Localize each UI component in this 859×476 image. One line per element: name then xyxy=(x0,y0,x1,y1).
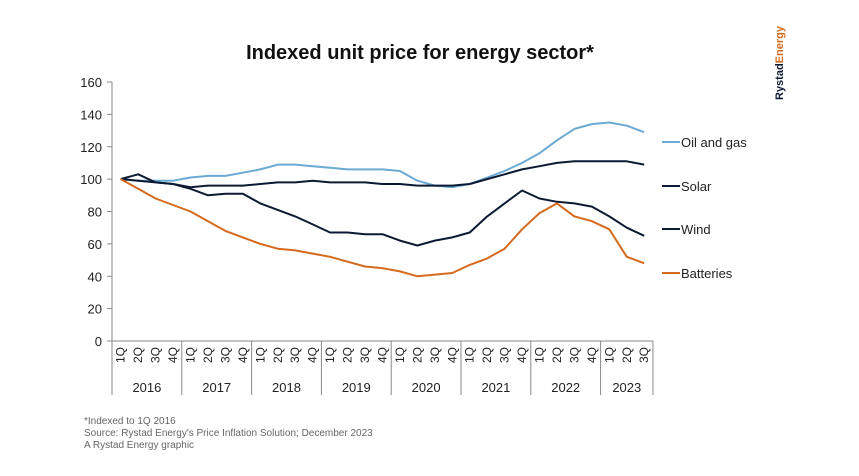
year-label: 2020 xyxy=(412,380,441,395)
quarter-label: 3Q xyxy=(358,347,372,363)
legend-label: Oil and gas xyxy=(681,135,747,150)
credit-note: A Rystad Energy graphic xyxy=(84,440,195,451)
quarter-label: 2Q xyxy=(410,347,424,363)
quarter-label: 2Q xyxy=(620,347,634,363)
y-tick-label: 120 xyxy=(80,140,102,155)
quarter-label: 1Q xyxy=(463,347,477,363)
series-line-oil-and-gas xyxy=(120,121,645,189)
quarter-label: 1Q xyxy=(533,347,547,363)
y-tick-label: 60 xyxy=(88,237,102,252)
y-tick-label: 100 xyxy=(80,172,102,187)
y-tick-label: 40 xyxy=(88,269,102,284)
y-tick-label: 80 xyxy=(88,205,102,220)
quarter-label: 3Q xyxy=(567,347,581,363)
quarter-label: 1Q xyxy=(184,347,198,363)
series-line-batteries xyxy=(120,178,645,278)
year-label: 2021 xyxy=(481,380,510,395)
quarter-label: 2Q xyxy=(201,347,215,363)
quarter-label: 2Q xyxy=(550,347,564,363)
quarter-label: 1Q xyxy=(602,347,616,363)
legend-label: Solar xyxy=(681,179,712,194)
y-tick-label: 20 xyxy=(88,302,102,317)
quarter-label: 4Q xyxy=(306,347,320,363)
footnote: *Indexed to 1Q 2016 xyxy=(84,416,176,427)
quarter-label: 1Q xyxy=(253,347,267,363)
source-note: Source: Rystad Energy's Price Inflation … xyxy=(84,428,373,439)
quarter-label: 2Q xyxy=(480,347,494,363)
quarter-label: 2Q xyxy=(131,347,145,363)
series-line-wind xyxy=(120,173,645,247)
series-lines xyxy=(120,121,645,278)
chart-title: Indexed unit price for energy sector* xyxy=(246,42,594,64)
quarter-label: 2Q xyxy=(341,347,355,363)
legend-label: Wind xyxy=(681,222,711,237)
quarter-label: 1Q xyxy=(114,347,128,363)
year-label: 2022 xyxy=(551,380,580,395)
quarter-label: 3Q xyxy=(428,347,442,363)
legend-label: Batteries xyxy=(681,266,733,281)
y-axis: 0 20 40 60 80 100 120 140 160 xyxy=(80,75,113,349)
quarter-label: 4Q xyxy=(166,347,180,363)
quarter-label: 3Q xyxy=(218,347,232,363)
x-axis: 1Q 2Q 3Q 4Q 1Q 2Q 3Q 4Q 1Q 2Q 3Q 4Q 1Q 2Q 3Q 4Q 1Q 2Q 3Q 4Q… xyxy=(111,340,654,395)
y-tick-label: 160 xyxy=(80,75,102,90)
y-tick-label: 140 xyxy=(80,107,102,122)
legend: Oil and gas Solar Wind Batteries xyxy=(662,135,747,281)
year-label: 2018 xyxy=(272,380,301,395)
rystad-logo: RystadEnergy xyxy=(774,26,786,100)
y-tick-label: 0 xyxy=(95,334,102,349)
quarter-label: 4Q xyxy=(585,347,599,363)
year-label: 2016 xyxy=(132,380,161,395)
year-label: 2023 xyxy=(612,380,641,395)
quarter-label: 4Q xyxy=(445,347,459,363)
quarter-label: 3Q xyxy=(498,347,512,363)
quarter-label: 1Q xyxy=(393,347,407,363)
quarter-label: 3Q xyxy=(149,347,163,363)
year-label: 2017 xyxy=(202,380,231,395)
year-label: 2019 xyxy=(342,380,371,395)
quarter-label: 3Q xyxy=(288,347,302,363)
series-line-solar xyxy=(120,160,645,189)
quarter-label: 3Q xyxy=(637,347,651,363)
quarter-label: 4Q xyxy=(236,347,250,363)
quarter-label: 4Q xyxy=(515,347,529,363)
quarter-label: 2Q xyxy=(271,347,285,363)
quarter-label: 4Q xyxy=(375,347,389,363)
quarter-label: 1Q xyxy=(323,347,337,363)
